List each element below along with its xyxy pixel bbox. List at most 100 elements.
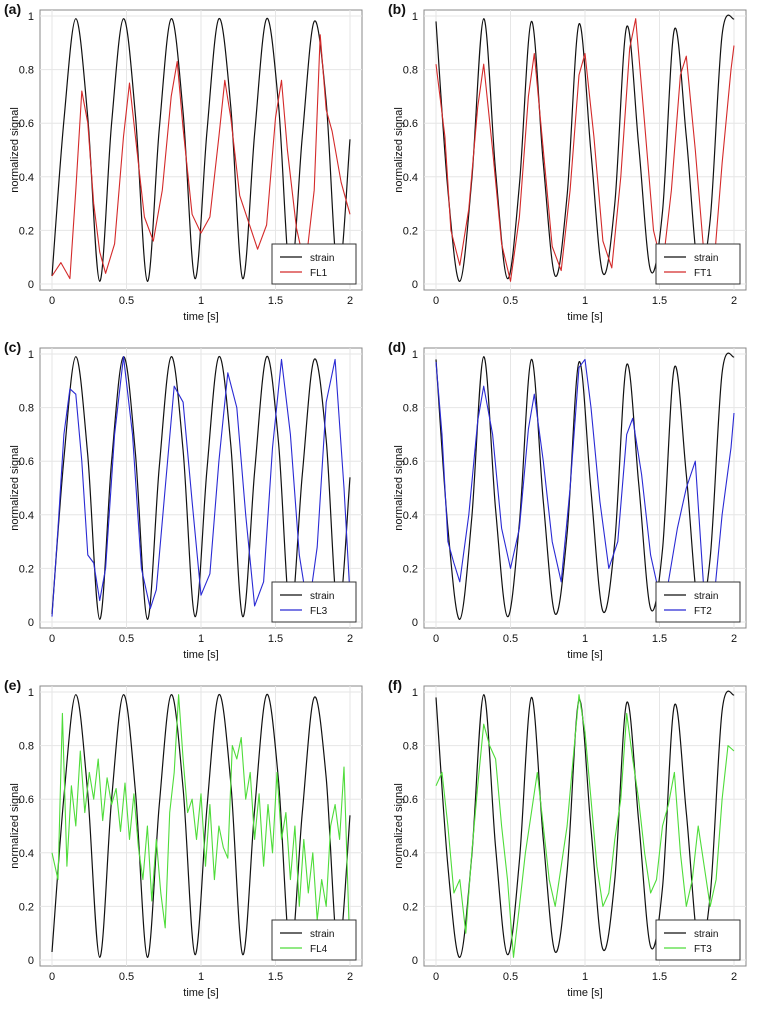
x-tick-label: 0 <box>49 971 55 983</box>
y-tick-label: 0.4 <box>19 848 34 860</box>
panel-d: 0 0.5 1 1.5 2 0 0.2 0.4 0.6 0.8 1 time [s] normalize… <box>384 338 756 674</box>
legend: strain FL4 <box>271 919 357 961</box>
x-axis-label: time [s] <box>567 987 602 999</box>
legend-entry: FL4 <box>310 944 328 955</box>
y-tick-label: 0.2 <box>403 225 418 237</box>
legend-entry: FL3 <box>310 606 328 617</box>
y-tick-label: 0 <box>28 617 34 629</box>
legend: strain FT3 <box>655 919 741 961</box>
legend-entry: strain <box>310 929 334 940</box>
y-tick-label: 0.8 <box>403 741 418 753</box>
x-tick-label: 2 <box>731 295 737 307</box>
grid <box>424 348 746 628</box>
x-tick-label: 1.5 <box>652 971 667 983</box>
legend: strain FL3 <box>271 581 357 623</box>
y-tick-label: 0 <box>412 279 418 291</box>
y-tick-label: 0.8 <box>403 65 418 77</box>
chart-svg: 0 0.5 1 1.5 2 0 0.2 0.4 0.6 0.8 1 time [s] normalize… <box>388 1 747 323</box>
legend-entry: FL1 <box>310 268 328 279</box>
y-tick-label: 1 <box>412 687 418 699</box>
y-axis-label: normalized signal <box>393 107 405 193</box>
x-tick-label: 1 <box>582 295 588 307</box>
x-axis-label: time [s] <box>183 987 218 999</box>
y-tick-label: 0.4 <box>19 510 34 522</box>
chart-svg: 0 0.5 1 1.5 2 0 0.2 0.4 0.6 0.8 1 time [s] normalize… <box>388 339 747 661</box>
y-tick-label: 0.8 <box>19 65 34 77</box>
panel-e: 0 0.5 1 1.5 2 0 0.2 0.4 0.6 0.8 1 time [s] normalize… <box>0 676 372 1012</box>
legend: strain FL1 <box>271 243 357 285</box>
y-tick-label: 0.4 <box>403 172 418 184</box>
series-line-fl4 <box>51 694 351 955</box>
x-axis-label: time [s] <box>183 311 218 323</box>
series-line-ft3 <box>435 694 735 958</box>
x-tick-label: 1.5 <box>268 633 283 645</box>
series-line-ft1 <box>435 18 735 282</box>
x-axis-label: time [s] <box>183 649 218 661</box>
y-tick-label: 0.6 <box>19 794 34 806</box>
x-tick-label: 0 <box>433 971 439 983</box>
x-tick-label: 2 <box>347 633 353 645</box>
x-tick-label: 1 <box>582 971 588 983</box>
panel-a: 0 0.5 1 1.5 2 0 0.2 0.4 0.6 0.8 1 time [s] normalize… <box>0 0 372 336</box>
y-tick-label: 0.4 <box>403 510 418 522</box>
x-tick-label: 2 <box>731 971 737 983</box>
legend-box <box>271 243 357 285</box>
legend-entry: strain <box>310 591 334 602</box>
y-tick-label: 0.6 <box>19 456 34 468</box>
y-tick-label: 0 <box>28 279 34 291</box>
panel-label: (a) <box>4 1 21 17</box>
y-tick-label: 0.8 <box>19 741 34 753</box>
y-tick-label: 1 <box>28 687 34 699</box>
y-axis-label: normalized signal <box>393 445 405 531</box>
panel-label: (e) <box>4 677 21 693</box>
x-tick-label: 0.5 <box>119 295 134 307</box>
series-line-strain <box>435 14 735 282</box>
x-tick-label: 2 <box>347 295 353 307</box>
y-axis-label: normalized signal <box>9 107 21 193</box>
y-tick-label: 0 <box>28 955 34 967</box>
series-line-strain <box>51 18 351 282</box>
y-tick-label: 0.8 <box>19 403 34 415</box>
y-tick-label: 0 <box>412 617 418 629</box>
y-tick-label: 0.2 <box>19 225 34 237</box>
series-line-strain <box>435 352 735 620</box>
y-axis-label: normalized signal <box>9 783 21 869</box>
y-axis-label: normalized signal <box>9 445 21 531</box>
y-tick-label: 0.6 <box>19 118 34 130</box>
legend-entry: strain <box>694 929 718 940</box>
legend: strain FT2 <box>655 581 741 623</box>
x-tick-label: 0.5 <box>503 295 518 307</box>
series-line-fl3 <box>51 356 351 617</box>
y-tick-label: 0.2 <box>19 563 34 575</box>
x-tick-label: 1.5 <box>268 295 283 307</box>
legend-entry: strain <box>310 253 334 264</box>
legend-entry: FT1 <box>694 268 712 279</box>
panel-c: 0 0.5 1 1.5 2 0 0.2 0.4 0.6 0.8 1 time [s] normalize… <box>0 338 372 674</box>
x-tick-label: 1.5 <box>652 633 667 645</box>
chart-svg: 0 0.5 1 1.5 2 0 0.2 0.4 0.6 0.8 1 time [s] normalize… <box>4 1 363 323</box>
legend: strain FT1 <box>655 243 741 285</box>
x-tick-label: 0 <box>49 633 55 645</box>
legend-entry: strain <box>694 591 718 602</box>
legend-entry: FT3 <box>694 944 712 955</box>
series-line-strain <box>51 694 351 958</box>
y-axis-label: normalized signal <box>393 783 405 869</box>
x-tick-label: 1 <box>582 633 588 645</box>
x-tick-label: 1 <box>198 971 204 983</box>
y-tick-label: 0.4 <box>403 848 418 860</box>
y-tick-label: 0.4 <box>19 172 34 184</box>
panel-b: 0 0.5 1 1.5 2 0 0.2 0.4 0.6 0.8 1 time [s] normalize… <box>384 0 756 336</box>
panel-label: (c) <box>4 339 21 355</box>
x-tick-label: 1 <box>198 633 204 645</box>
chart-svg: 0 0.5 1 1.5 2 0 0.2 0.4 0.6 0.8 1 time [s] normalize… <box>4 339 363 661</box>
y-tick-label: 0.2 <box>403 901 418 913</box>
legend-box <box>655 919 741 961</box>
x-tick-label: 2 <box>731 633 737 645</box>
legend-box <box>655 243 741 285</box>
x-tick-label: 0.5 <box>119 633 134 645</box>
chart-svg: 0 0.5 1 1.5 2 0 0.2 0.4 0.6 0.8 1 time [s] normalize… <box>4 677 363 999</box>
x-tick-label: 2 <box>347 971 353 983</box>
y-tick-label: 0.2 <box>403 563 418 575</box>
legend-entry: FT2 <box>694 606 712 617</box>
chart-svg: 0 0.5 1 1.5 2 0 0.2 0.4 0.6 0.8 1 time [s] normalize… <box>388 677 747 999</box>
